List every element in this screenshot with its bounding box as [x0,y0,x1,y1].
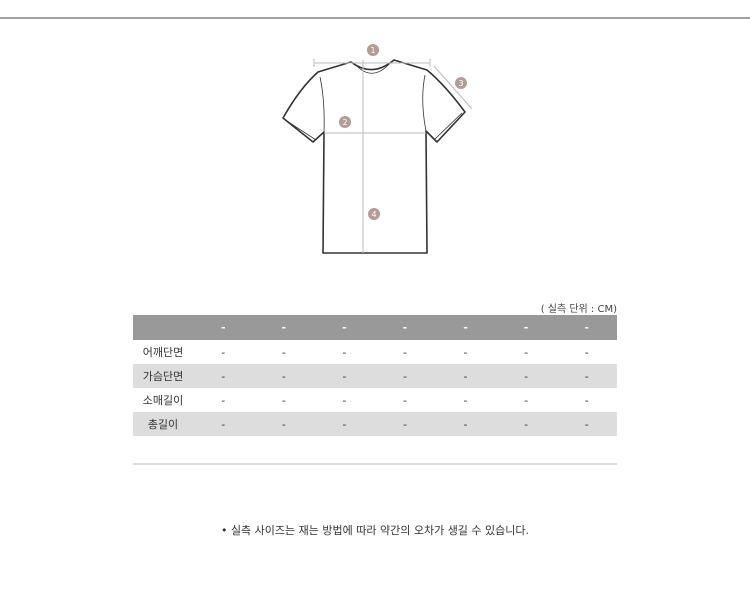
table-cell: - [221,393,226,407]
header-cell: - [253,315,315,340]
marker-4 [368,208,380,220]
table-row: 총길이 - - - - - - - [133,412,617,436]
table-bottom-divider [133,463,617,465]
table-cell: - [524,345,529,359]
size-table: - - - - - - - 어깨단면 - - - - - - - 가슴단면 - … [133,315,617,436]
svg-text:4: 4 [371,210,376,219]
table-cell: - [221,345,226,359]
table-cell: - [342,345,347,359]
table-cell: - [556,412,617,436]
row-label: 총길이 [133,412,193,436]
table-cell: - [463,345,468,359]
tshirt-outline [282,59,466,254]
table-header-row: - - - - - - - [133,315,617,340]
table-row: 어깨단면 - - - - - - - [133,340,617,364]
table-cell: - [584,345,589,359]
table-cell: - [435,364,496,388]
row-label: 어깨단면 [142,346,184,359]
unit-label: ( 실측 단위 : CM) [540,304,617,315]
table-cell: - [402,393,407,407]
table-cell: - [495,412,557,436]
row-label: 소매길이 [142,394,184,407]
table-cell: - [402,345,407,359]
table-cell: - [435,412,496,436]
table-cell: - [584,393,589,407]
tshirt-measurement-diagram: 1 2 3 4 [282,44,473,254]
table-cell: - [495,364,557,388]
table-cell: - [281,345,286,359]
table-cell: - [524,393,529,407]
table-cell: - [374,364,436,388]
row-label: 가슴단면 [133,364,193,388]
table-row: 가슴단면 - - - - - - - [133,364,617,388]
svg-text:3: 3 [458,79,463,88]
table-cell: - [253,412,315,436]
table-row: 소매길이 - - - - - - - [133,388,617,412]
marker-2 [339,116,351,128]
table-cell: - [281,393,286,407]
table-cell: - [193,364,254,388]
header-cell: - [193,315,254,340]
table-cell: - [314,412,375,436]
table-cell: - [342,393,347,407]
svg-text:2: 2 [342,118,347,127]
table-cell: - [253,364,315,388]
table-cell: - [463,393,468,407]
table-cell: - [556,364,617,388]
table-cell: - [193,412,254,436]
top-divider [0,17,750,19]
table-cell: - [374,412,436,436]
sleeve-measure-line [433,65,473,110]
header-cell: - [556,315,617,340]
header-cell: - [374,315,436,340]
header-cell: - [314,315,375,340]
marker-1 [367,44,379,56]
measurement-note: • 실측 사이즈는 재는 방법에 따라 약간의 오차가 생길 수 있습니다. [220,524,530,537]
header-cell [133,315,193,340]
header-cell: - [495,315,557,340]
header-cell: - [435,315,496,340]
svg-text:1: 1 [370,46,375,55]
table-cell: - [314,364,375,388]
marker-3 [455,77,467,89]
